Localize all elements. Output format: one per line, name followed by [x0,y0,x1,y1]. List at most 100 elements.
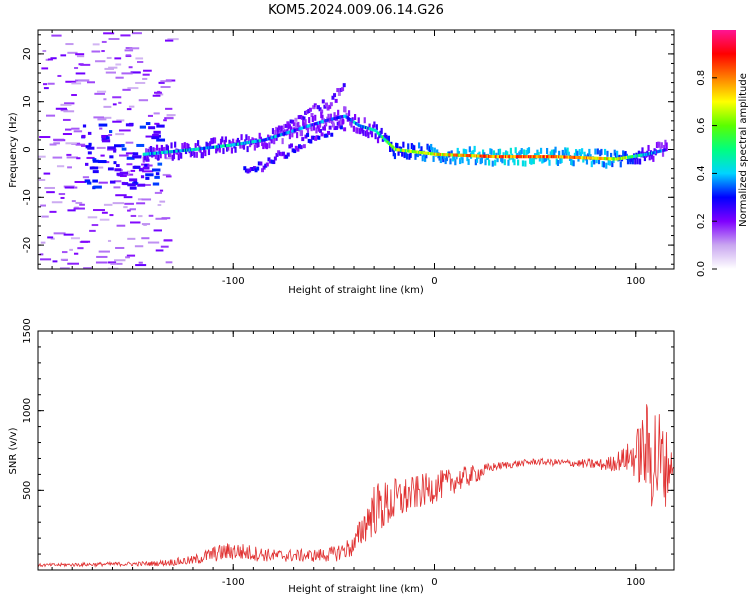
spectral-ridge-cell [205,146,208,150]
spectral-ridge-cell [347,117,351,121]
spectral-noise-cell [125,141,134,144]
spectral-ridge-halo [542,156,545,163]
spectral-noise-cell [71,200,76,203]
spectral-ridge-halo [601,160,604,167]
spectral-ridge-halo [588,148,591,155]
spectral-noise-cell [103,32,115,35]
spectral-noise-cell [82,124,87,128]
spectral-ridge-cell [502,155,505,159]
spectral-ridge-cell [427,151,430,155]
spectral-ridge-cell [398,148,401,152]
spectral-ridge-halo [413,145,416,152]
spectral-noise-cell [96,146,106,149]
spectral-ridge-halo [279,130,282,137]
spectral-branch-cell [277,150,281,155]
spectral-ridge-cell [294,128,298,132]
spectral-ridge-cell [228,143,231,147]
spectral-ridge-cell [256,139,259,143]
spectral-noise-cell [47,58,53,61]
spectral-ridge-halo [280,125,283,132]
spectral-ridge-halo [450,150,453,157]
spectral-ridge-cell [583,156,586,160]
spectral-noise-cell [132,155,142,159]
spectral-ridge-cell [362,125,365,129]
spectral-noise-cell [50,57,57,60]
spectral-branch-cell [306,132,310,137]
spectral-noise-cell [141,237,150,240]
spectral-ridge-halo [420,146,423,153]
spectral-branch-cell [283,124,287,129]
spectral-ridge-cell [396,148,399,152]
spectral-ridge-halo [440,153,444,160]
spectral-noise-cell [145,122,151,126]
spectral-noise-cell [115,194,127,197]
spectral-ridge-halo [186,142,189,149]
spectral-ridge-halo [268,142,271,149]
spectral-noise-cell [92,158,97,162]
spectral-noise-cell [116,119,125,122]
spectral-ridge-cell [504,155,508,159]
spectral-branch-cell [248,168,252,173]
snr-y-ticks: 500 1000 1500 [22,318,674,571]
spectral-ridge-cell [258,139,261,143]
spectral-ridge-halo [174,141,177,148]
spectral-ridge-cell [154,151,157,155]
spectral-noise-cell [61,251,68,254]
spectral-ridge-cell [375,130,378,134]
spectral-ridge-halo [213,137,217,144]
spectral-ridge-halo [616,150,619,157]
spectral-ridge-cell [275,134,278,138]
spectral-branch-cell [284,123,288,128]
spectral-ridge-halo [274,129,277,136]
spectral-noise-cell [101,139,111,143]
spectral-noise-cell [91,50,101,53]
spectral-branch-cell [322,126,326,131]
spectral-ridge-cell [422,151,426,155]
spectral-ridge-halo [209,141,212,148]
spectral-ridge-cell [550,155,554,159]
spectral-ridge-halo [219,138,223,145]
spectral-ridge-halo [444,158,447,165]
spectral-noise-cell [95,60,106,63]
spectral-noise-cell [60,109,68,112]
spectral-noise-cell [74,67,79,70]
spectral-noise-cell [125,256,130,259]
spectral-ridge-halo [314,114,317,121]
spectral-ridge-cell [623,156,626,160]
spectral-branch-cell [304,110,308,115]
spectral-ridge-halo [559,157,562,164]
spectral-noise-cell [65,43,74,46]
spectral-ridge-cell [436,152,439,156]
spectral-ridge-halo [385,134,388,141]
spectral-noise-cell [124,202,134,205]
spectral-noise-cell [118,101,122,104]
colorbar-tick-label: 0.0 [696,261,707,277]
spectral-ridge-cell [392,146,395,150]
spectral-ridge-halo [636,158,639,165]
spectral-ridge-cell [264,138,267,142]
spectral-ridge-cell [625,155,628,159]
spectral-noise-cell [69,248,73,251]
spectral-noise-cell [71,94,77,97]
spectral-ridge-cell [477,154,480,158]
spectral-noise-cell [75,72,86,75]
spectral-ridge-cell [296,128,299,132]
spectral-noise-cell [112,96,122,99]
spectral-ridge-halo [303,122,306,129]
spectral-noise-cell [93,209,105,212]
spectral-ridge-cell [486,154,490,158]
spectral-ridge-halo [665,142,668,149]
spectral-ridge-halo [228,139,231,146]
spectral-ridge-halo [387,135,390,142]
spectral-ridge-cell [426,151,429,155]
spectral-ridge-cell [597,156,601,160]
spectral-ridge-cell [484,154,487,158]
spectral-noise-cell [105,71,116,74]
spectral-ridge-cell [509,155,512,159]
spectral-ridge-cell [337,116,340,120]
spectral-noise-cell [129,186,137,190]
spectral-ridge-halo [160,144,163,151]
spectral-noise-cell [45,58,49,61]
spectral-ridge-cell [500,155,503,159]
spectral-ridge-cell [305,125,308,129]
